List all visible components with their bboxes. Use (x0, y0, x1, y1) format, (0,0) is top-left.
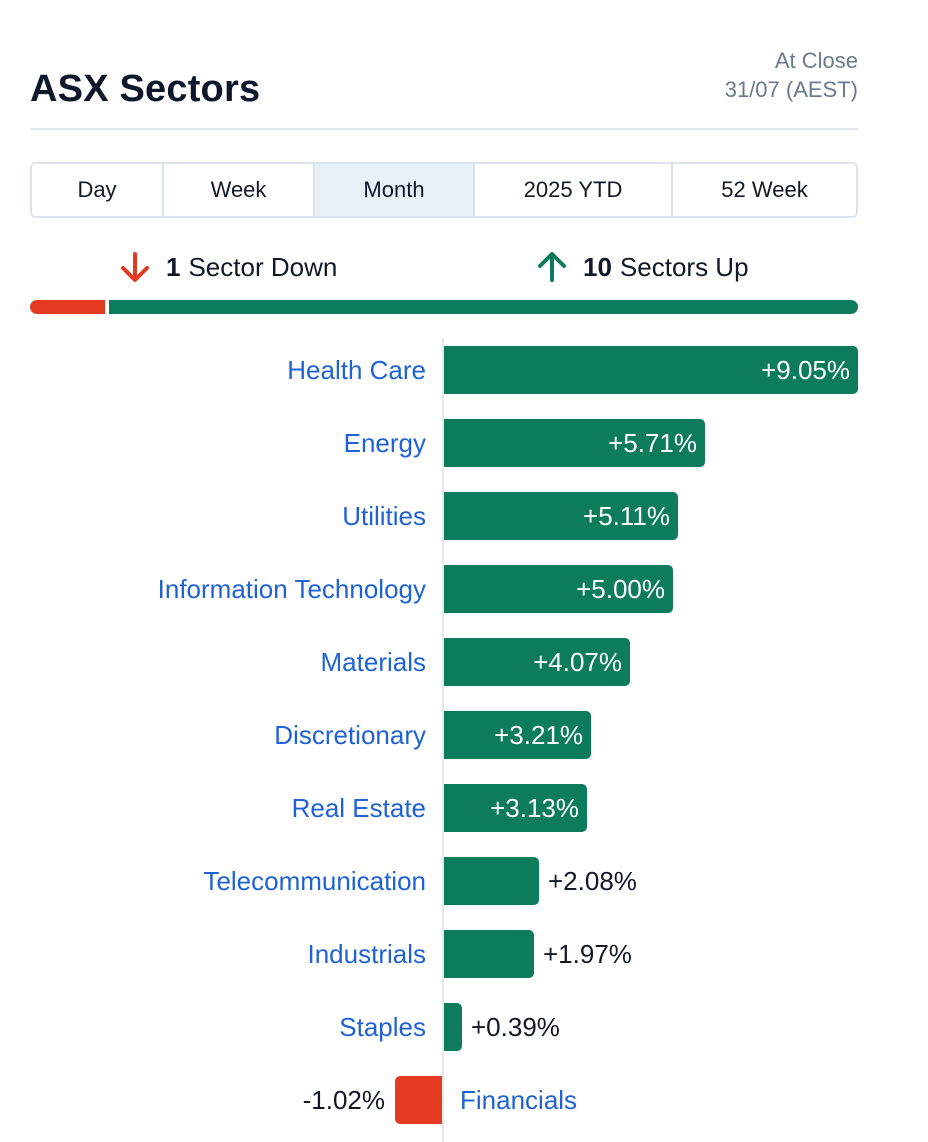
tab-day[interactable]: Day (32, 164, 164, 216)
sector-row-health-care: +9.05% Health Care (0, 346, 928, 394)
page-title: ASX Sectors (30, 68, 261, 110)
bar-staples (444, 1003, 462, 1051)
widget-header: ASX Sectors At Close 31/07 (AEST) (30, 46, 858, 130)
market-status-label: At Close (774, 48, 858, 73)
value-label-materials: +4.07% (533, 647, 622, 677)
tab-week[interactable]: Week (164, 164, 315, 216)
breadth-up-segment (109, 300, 858, 314)
sectors-up-count: 10 (583, 251, 612, 282)
sector-row-discretionary: +3.21% Discretionary (0, 711, 928, 759)
sector-link-information-technology[interactable]: Information Technology (157, 574, 426, 604)
value-label-discretionary: +3.21% (494, 720, 583, 750)
value-label-industrials: +1.97% (543, 939, 632, 969)
value-label-information-technology: +5.00% (576, 574, 665, 604)
sector-row-energy: +5.71% Energy (0, 419, 928, 467)
breadth-ratio-bar (30, 300, 858, 314)
bar-materials (444, 638, 630, 686)
bar-discretionary (444, 711, 591, 759)
value-label-energy: +5.71% (608, 428, 697, 458)
market-status: At Close 31/07 (AEST) (725, 46, 858, 104)
sector-link-industrials[interactable]: Industrials (307, 939, 427, 969)
sector-link-financials[interactable]: Financials (460, 1085, 578, 1115)
value-label-staples: +0.39% (471, 1012, 560, 1042)
sector-link-real-estate[interactable]: Real Estate (291, 793, 426, 823)
bar-real-estate (444, 784, 587, 832)
breadth-down-segment (30, 300, 105, 314)
period-tabs: Day Week Month 2025 YTD 52 Week (30, 162, 858, 218)
sector-row-information-technology: +5.00% Information Technology (0, 565, 928, 613)
sector-row-utilities: +5.11% Utilities (0, 492, 928, 540)
bar-health-care (444, 346, 858, 394)
sector-link-telecommunication[interactable]: Telecommunication (203, 866, 426, 896)
value-label-health-care: +9.05% (761, 355, 850, 385)
sector-row-industrials: +1.97% Industrials (0, 930, 928, 978)
sector-link-energy[interactable]: Energy (343, 428, 426, 458)
sectors-up-summary: 10 Sectors Up (535, 250, 749, 284)
tab-2025-ytd[interactable]: 2025 YTD (475, 164, 673, 216)
sectors-up-text: Sectors Up (619, 251, 749, 282)
sector-link-staples[interactable]: Staples (339, 1012, 426, 1042)
value-label-telecommunication: +2.08% (548, 866, 637, 896)
sector-row-financials: -1.02% Financials (0, 1076, 928, 1124)
sector-link-discretionary[interactable]: Discretionary (274, 720, 426, 750)
sector-row-real-estate: +3.13% Real Estate (0, 784, 928, 832)
value-label-financials: -1.02% (302, 1085, 385, 1115)
bar-energy (444, 419, 705, 467)
tab-52-week[interactable]: 52 Week (721, 177, 808, 202)
value-label-real-estate: +3.13% (490, 793, 579, 823)
sectors-down-summary: 1 Sector Down (118, 250, 337, 284)
sector-row-materials: +4.07% Materials (0, 638, 928, 686)
sector-link-materials[interactable]: Materials (320, 647, 426, 677)
sector-row-staples: +0.39% Staples (0, 1003, 928, 1051)
sectors-down-count: 1 (166, 251, 181, 282)
arrow-up-icon (538, 252, 566, 282)
bar-telecommunication (444, 857, 539, 905)
value-label-utilities: +5.11% (583, 501, 670, 531)
bar-utilities (444, 492, 678, 540)
sectors-down-text: Sector Down (188, 251, 338, 282)
bar-industrials (444, 930, 534, 978)
chart-zero-axis (442, 338, 444, 1142)
bar-financials (395, 1076, 442, 1124)
tab-month[interactable]: Month (315, 164, 475, 216)
sector-link-utilities[interactable]: Utilities (342, 501, 426, 531)
sector-row-telecommunication: +2.08% Telecommunication (0, 857, 928, 905)
sector-link-health-care[interactable]: Health Care (287, 355, 426, 385)
bar-information-technology (444, 565, 673, 613)
arrow-down-icon (121, 252, 149, 282)
market-status-date: 31/07 (AEST) (724, 77, 858, 102)
